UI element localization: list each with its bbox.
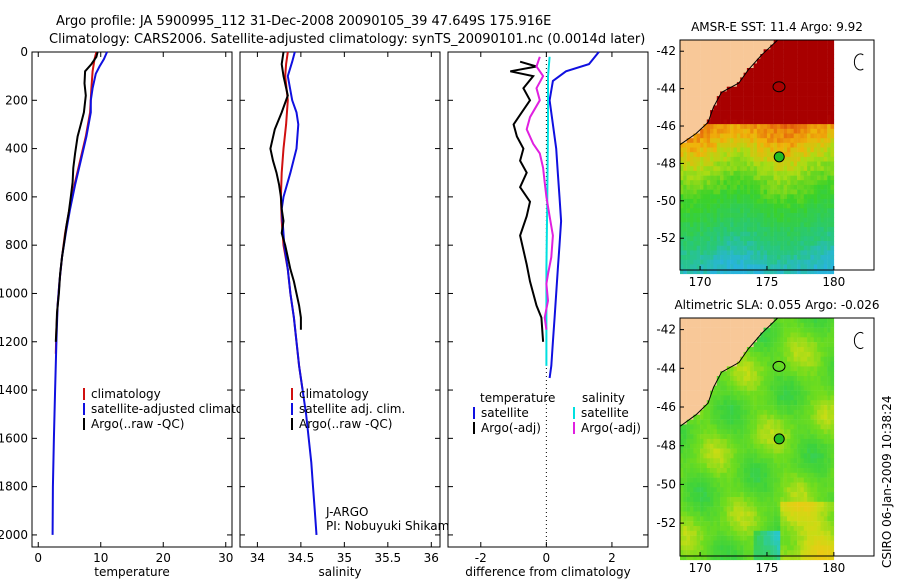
x-tick-label: 0 [543, 551, 551, 565]
x-tick-label: 35.5 [374, 551, 401, 565]
x-tick-label: 20 [156, 551, 171, 565]
y-tick-label: 1400 [0, 383, 28, 397]
map-y-tick-label: -48 [656, 156, 676, 170]
y-tick-label: 400 [5, 142, 28, 156]
temperature-panel: 0 10 20 30 temperature 0 200 400 600 800 1000 1200 1… [0, 45, 269, 579]
island-contour [853, 53, 864, 71]
series-line [269, 51, 302, 330]
map-y-tick-label: -52 [656, 516, 676, 530]
map-y-tick-label: -48 [656, 439, 676, 453]
x-axis-label: difference from climatology [465, 565, 631, 579]
plot-frame [239, 51, 441, 548]
map-title: Altimetric SLA: 0.055 Argo: -0.026 [674, 298, 879, 312]
x-tick-label: 36 [424, 551, 439, 565]
coastline [679, 39, 779, 146]
x-tick-label: -2 [475, 551, 487, 565]
legend-label: Argo(-adj) [481, 421, 541, 435]
y-tick-label: 1200 [0, 335, 28, 349]
map-title: AMSR-E SST: 11.4 Argo: 9.92 [691, 20, 863, 34]
map-y-tick-label: -44 [656, 82, 676, 96]
x-tick-label: 34.5 [288, 551, 315, 565]
y-tick-label: 600 [5, 190, 28, 204]
map-y-tick-label: -46 [656, 400, 676, 414]
float-position-marker [773, 151, 785, 163]
series-line [280, 51, 318, 535]
map-y-tick-label: -50 [656, 477, 676, 491]
series-line [548, 51, 600, 379]
coastline [679, 317, 779, 427]
series-line [510, 60, 545, 342]
legend-title-temperature: temperature [480, 391, 555, 405]
legend-label: satellite-adjusted climatology [91, 402, 269, 416]
legend-label: satellite adj. clim. [299, 402, 405, 416]
x-tick-label: 35 [337, 551, 352, 565]
x-tick-label: 10 [93, 551, 108, 565]
side-timestamp: CSIRO 06-Jan-2009 10:38:24 [880, 396, 894, 568]
series-line [525, 56, 554, 330]
map-y-tick-label: -52 [656, 231, 676, 245]
chatham-rise-contour [772, 360, 786, 372]
y-tick-label: 1800 [0, 480, 28, 494]
x-axis-label: temperature [94, 565, 169, 579]
legend-label: Argo(-adj) [581, 421, 641, 435]
legend-label: climatology [91, 387, 161, 401]
map-frame [679, 39, 875, 271]
y-tick-label: 2000 [0, 528, 28, 542]
map-y-tick-label: -46 [656, 119, 676, 133]
series-line [51, 51, 108, 535]
annotation-text: PI: Nobuyuki Shikama [326, 519, 457, 533]
x-tick-label: 2 [608, 551, 616, 565]
y-tick-label: 1600 [0, 431, 28, 445]
map-raster [680, 318, 835, 561]
chatham-rise-contour [772, 81, 786, 93]
x-tick-label: 0 [34, 551, 42, 565]
legend-label: satellite [581, 406, 629, 420]
legend-label: climatology [299, 387, 369, 401]
map-x-tick-label: 180 [822, 561, 845, 575]
map-x-tick-label: 170 [689, 275, 712, 289]
y-tick-label: 200 [5, 93, 28, 107]
map-x-tick-label: 170 [689, 561, 712, 575]
map-y-tick-label: -44 [656, 361, 676, 375]
map-x-tick-label: 180 [822, 275, 845, 289]
x-axis-label: salinity [318, 565, 361, 579]
legend-label: Argo(..raw -QC) [91, 417, 184, 431]
series-line [54, 51, 99, 342]
float-position-marker [773, 433, 785, 445]
island-contour [853, 331, 864, 349]
y-tick-label: 800 [5, 238, 28, 252]
sla-map-panel: Altimetric SLA: 0.055 Argo: -0.026 170 175… [656, 298, 879, 575]
sst-map-panel: AMSR-E SST: 11.4 Argo: 9.92 170 175 180 -42 -… [656, 20, 875, 289]
map-y-tick-label: -50 [656, 194, 676, 208]
map-frame [679, 317, 875, 557]
map-y-tick-label: -42 [656, 323, 676, 337]
y-tick-label: 1000 [0, 286, 28, 300]
map-y-tick-label: -42 [656, 44, 676, 58]
legend-label: satellite [481, 406, 529, 420]
map-raster [680, 40, 835, 275]
title-line1: Argo profile: JA 5900995_112 31-Dec-2008… [56, 14, 551, 29]
map-x-tick-label: 175 [756, 561, 779, 575]
x-tick-label: 34 [250, 551, 265, 565]
salinity-panel: 34 34.5 35 35.5 36 salinity climatologysatelli… [239, 51, 457, 579]
annotation-text: J-ARGO [325, 505, 368, 519]
legend-label: Argo(..raw -QC) [299, 417, 392, 431]
title-line2: Climatology: CARS2006. Satellite-adjuste… [49, 32, 645, 47]
y-tick-label: 0 [20, 45, 28, 59]
map-x-tick-label: 175 [756, 275, 779, 289]
x-tick-label: 30 [218, 551, 233, 565]
legend-title-salinity: salinity [582, 391, 625, 405]
plot-frame [31, 51, 233, 548]
